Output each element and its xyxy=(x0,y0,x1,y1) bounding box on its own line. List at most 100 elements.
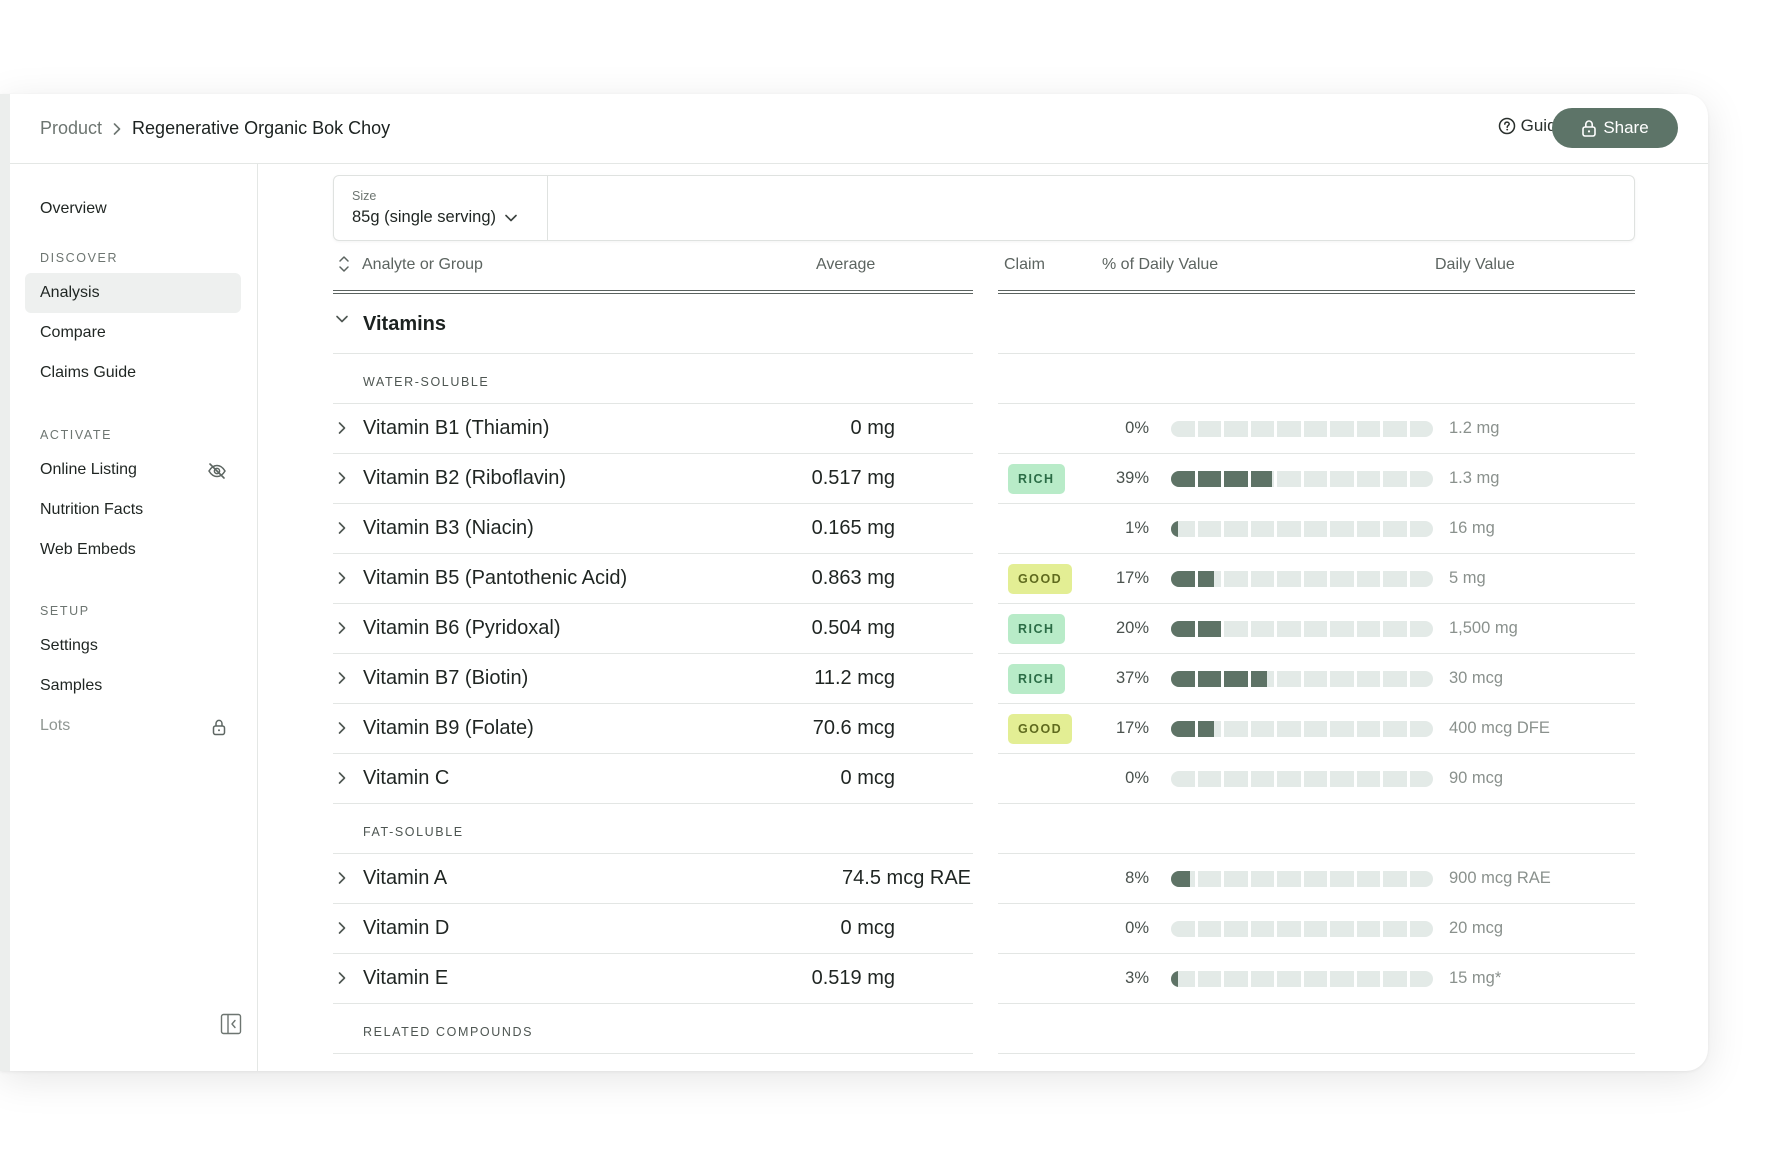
bar-segment xyxy=(1356,871,1380,887)
column-header-analyte[interactable]: Analyte or Group xyxy=(362,256,483,273)
bar-segment xyxy=(1356,921,1380,937)
bar-segment xyxy=(1330,521,1354,537)
bar-segment xyxy=(1277,721,1301,737)
bar-segment xyxy=(1383,721,1407,737)
chevron-right-icon[interactable] xyxy=(337,621,347,635)
bar-segment xyxy=(1356,971,1380,987)
main-content: Size 85g (single serving) Analyte or Gro… xyxy=(258,164,1708,1071)
sidebar-item-samples[interactable]: Samples xyxy=(25,666,241,706)
bar-segment xyxy=(1303,471,1327,487)
percent-daily-value: 17% xyxy=(1115,719,1149,737)
bar-segment xyxy=(1224,671,1248,687)
bar-fill xyxy=(1171,971,1179,987)
analyte-name: Vitamin B3 (Niacin) xyxy=(363,517,534,539)
sidebar-item-compare[interactable]: Compare xyxy=(25,313,241,353)
chevron-right-icon[interactable] xyxy=(337,421,347,435)
daily-value-bar xyxy=(1171,921,1433,937)
bar-fill xyxy=(1197,571,1214,587)
sidebar-item-online-listing[interactable]: Online Listing xyxy=(25,450,241,490)
bar-segment xyxy=(1409,571,1433,587)
bar-segment xyxy=(1224,721,1248,737)
sidebar-item-lots[interactable]: Lots xyxy=(25,706,241,746)
sidebar-item-overview[interactable]: Overview xyxy=(25,189,241,229)
sidebar-item-label: Online Listing xyxy=(40,461,137,478)
bar-segment xyxy=(1383,471,1407,487)
daily-value: 5 mg xyxy=(1449,569,1486,587)
share-button[interactable]: Share xyxy=(1552,108,1678,148)
sidebar-item-label: Nutrition Facts xyxy=(40,501,144,518)
chevron-right-icon[interactable] xyxy=(337,871,347,885)
chevron-down-icon[interactable] xyxy=(335,314,349,324)
average-value: 0.519 mg xyxy=(811,967,895,989)
breadcrumb-parent[interactable]: Product xyxy=(40,118,103,138)
bar-segment xyxy=(1250,671,1274,687)
sidebar-item-analysis[interactable]: Analysis xyxy=(25,273,241,313)
bar-segment xyxy=(1383,921,1407,937)
sidebar-item-web-embeds[interactable]: Web Embeds xyxy=(25,530,241,570)
bar-segment xyxy=(1409,421,1433,437)
chevron-right-icon[interactable] xyxy=(337,471,347,485)
sidebar-item-nutrition-facts[interactable]: Nutrition Facts xyxy=(25,490,241,530)
average-value: 11.2 mcg xyxy=(814,667,895,689)
average-value: 0.165 mg xyxy=(811,517,895,539)
chevron-right-icon[interactable] xyxy=(337,671,347,685)
bar-segment xyxy=(1224,971,1248,987)
sidebar-item-settings[interactable]: Settings xyxy=(25,626,241,666)
table-row[interactable]: Vitamin B5 (Pantothenic Acid) 0.863 mg GOO… xyxy=(333,554,1635,604)
table-row[interactable]: Vitamin D 0 mcg 0% 20 mcg xyxy=(333,904,1635,954)
eye-off-icon xyxy=(207,462,227,480)
percent-daily-value: 3% xyxy=(1125,969,1149,987)
table-row[interactable]: Vitamin B9 (Folate) 70.6 mcg GOOD 17% 400 mc… xyxy=(333,704,1635,754)
bar-segment xyxy=(1277,971,1301,987)
sidebar-item-claims-guide[interactable]: Claims Guide xyxy=(25,353,241,393)
bar-segment xyxy=(1250,971,1274,987)
lock-icon xyxy=(1581,119,1597,137)
table-row[interactable]: Vitamin A 74.5 mcg RAE 8% 900 mcg RAE xyxy=(333,854,1635,904)
bar-segment xyxy=(1171,621,1195,637)
bar-fill xyxy=(1224,671,1248,687)
sidebar-item-label: Overview xyxy=(40,200,107,217)
table-row[interactable]: Vitamin E 0.519 mg 3% 15 mg* xyxy=(333,954,1635,1004)
bar-segment xyxy=(1383,421,1407,437)
table-row[interactable]: Vitamin B7 (Biotin) 11.2 mcg RICH 37% 30 mcg xyxy=(333,654,1635,704)
chevron-right-icon[interactable] xyxy=(337,971,347,985)
share-label: Share xyxy=(1603,118,1649,137)
bar-segment xyxy=(1409,621,1433,637)
collapse-sidebar-icon[interactable] xyxy=(219,1012,243,1036)
sidebar-item-label: Claims Guide xyxy=(40,364,137,381)
bar-segment xyxy=(1224,521,1248,537)
table-row[interactable]: Vitamin B1 (Thiamin) 0 mg 0% 1.2 mg xyxy=(333,404,1635,454)
chevron-right-icon[interactable] xyxy=(337,571,347,585)
bar-segment xyxy=(1409,721,1433,737)
chevron-right-icon[interactable] xyxy=(337,921,347,935)
average-value: 0.504 mg xyxy=(811,617,895,639)
bar-segment xyxy=(1383,971,1407,987)
sort-icon[interactable] xyxy=(338,254,350,274)
bar-segment xyxy=(1197,721,1221,737)
chevron-right-icon[interactable] xyxy=(337,721,347,735)
bar-segment xyxy=(1330,571,1354,587)
subgroup-related-compounds: RELATED COMPOUNDS xyxy=(333,1004,1635,1054)
column-header-claim: Claim xyxy=(1004,256,1045,273)
bar-segment xyxy=(1303,521,1327,537)
table-row[interactable]: Vitamin B6 (Pyridoxal) 0.504 mg RICH 20% 1,5… xyxy=(333,604,1635,654)
table-row[interactable]: Vitamin B2 (Riboflavin) 0.517 mg RICH 39% 1.… xyxy=(333,454,1635,504)
bar-segment xyxy=(1224,871,1248,887)
claim-badge: GOOD xyxy=(1008,714,1073,744)
serving-size-select[interactable]: Size 85g (single serving) xyxy=(334,176,548,240)
bar-segment xyxy=(1303,571,1327,587)
analyte-name: Vitamin D xyxy=(363,917,450,939)
bar-segment xyxy=(1383,521,1407,537)
analyte-name: Vitamin B9 (Folate) xyxy=(363,717,534,739)
average-value: 70.6 mcg xyxy=(812,717,895,739)
bar-segment xyxy=(1250,471,1274,487)
chevron-right-icon[interactable] xyxy=(337,771,347,785)
analyte-name: Vitamin B5 (Pantothenic Acid) xyxy=(363,567,628,589)
bar-segment xyxy=(1330,671,1354,687)
subgroup-label: WATER-SOLUBLE xyxy=(363,375,490,389)
chevron-right-icon[interactable] xyxy=(337,521,347,535)
group-row-vitamins[interactable]: Vitamins xyxy=(333,294,1635,354)
table-row[interactable]: Vitamin C 0 mcg 0% 90 mcg xyxy=(333,754,1635,804)
table-row[interactable]: Vitamin B3 (Niacin) 0.165 mg 1% 16 mg xyxy=(333,504,1635,554)
daily-value-bar xyxy=(1171,521,1433,537)
